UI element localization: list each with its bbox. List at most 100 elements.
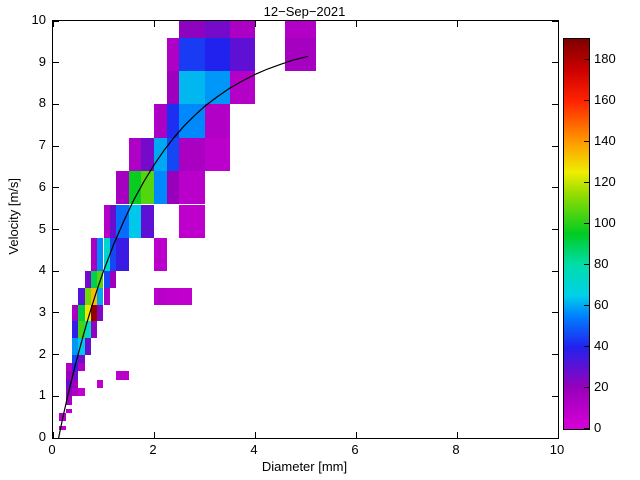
y-tick-mark [552, 21, 558, 22]
heatmap-cell [71, 379, 79, 388]
heatmap-cell [179, 37, 205, 72]
y-tick-mark [53, 145, 59, 147]
x-tick-mark [557, 21, 558, 27]
y-tick-label: 4 [38, 262, 46, 278]
y-tick-mark [53, 354, 59, 356]
heatmap-cell [154, 137, 167, 172]
colorbar-tick-label: 120 [594, 173, 616, 189]
heatmap-cell [204, 137, 230, 172]
heatmap-cell [65, 396, 72, 405]
y-tick-label: 2 [38, 345, 46, 361]
heatmap-cell [204, 21, 230, 38]
colorbar-tick-mark [584, 59, 589, 61]
heatmap-cell [90, 321, 98, 338]
x-tick-mark [53, 21, 54, 27]
x-tick-label: 6 [351, 442, 359, 457]
x-tick-mark [254, 432, 256, 438]
colorbar-tick-mark [584, 223, 589, 225]
y-tick-mark [552, 312, 558, 314]
heatmap-cell [71, 304, 79, 322]
y-tick-mark [53, 187, 59, 189]
x-tick-mark [153, 432, 155, 438]
y-tick-mark [53, 312, 59, 314]
heatmap-cell [109, 271, 117, 288]
heatmap-cell [116, 237, 129, 272]
y-tick-label: 5 [38, 220, 46, 236]
y-tick-mark [552, 229, 558, 230]
heatmap-cell [166, 137, 180, 172]
heatmap-cell [204, 71, 230, 105]
colorbar-tick-label: 80 [594, 255, 609, 271]
heatmap-cell [141, 204, 154, 238]
x-tick-mark [53, 432, 54, 438]
y-tick-label: 7 [38, 137, 46, 153]
colorbar-tick-mark [584, 264, 589, 266]
y-tick-label: 1 [38, 387, 46, 403]
colorbar-tick-label: 180 [594, 50, 616, 66]
y-tick-label: 8 [38, 95, 46, 111]
x-tick-label: 0 [48, 442, 56, 457]
heatmap-cell [78, 388, 85, 397]
heatmap-cell [116, 371, 129, 380]
heatmap-cell [116, 171, 129, 205]
x-tick-mark [557, 432, 558, 438]
heatmap-cell [128, 204, 142, 238]
x-tick-mark [456, 21, 458, 27]
heatmap-cell [59, 425, 66, 430]
heatmap-cell [65, 408, 72, 413]
heatmap-cell [285, 21, 316, 38]
heatmap-cell [179, 171, 205, 205]
heatmap-cell [166, 104, 180, 138]
heatmap-cell [179, 71, 205, 105]
y-tick-mark [53, 62, 59, 64]
y-tick-label: 9 [38, 53, 46, 69]
heatmap-cell [154, 237, 167, 272]
heatmap-cell [179, 21, 205, 38]
heatmap-cell [154, 104, 167, 138]
y-tick-mark [552, 145, 558, 147]
y-tick-label: 10 [31, 12, 46, 27]
heatmap-cell [166, 287, 180, 305]
heatmap-cell [154, 287, 167, 305]
x-tick-label: 10 [549, 442, 565, 457]
y-tick-label: 6 [38, 178, 46, 194]
heatmap-cell [166, 37, 180, 72]
colorbar-tick-label: 100 [594, 214, 616, 230]
heatmap-cell [166, 171, 180, 205]
x-tick-mark [355, 21, 357, 27]
colorbar-tick-mark [584, 305, 589, 307]
heatmap-cell [229, 21, 256, 38]
heatmap-cell [71, 337, 79, 355]
x-tick-mark [456, 432, 458, 438]
y-tick-mark [53, 270, 59, 272]
x-tick-mark [254, 21, 256, 27]
heatmap-cell [97, 379, 104, 388]
heatmap-cell [141, 137, 154, 172]
heatmap-cell [78, 354, 85, 363]
heatmap-cell [71, 354, 79, 363]
colorbar-tick-mark [584, 387, 589, 389]
heatmap-cell [97, 304, 104, 322]
y-tick-mark [552, 103, 558, 105]
y-tick-mark [552, 437, 558, 438]
x-tick-label: 8 [452, 442, 460, 457]
heatmap-cell [154, 171, 167, 205]
colorbar-tick-label: 60 [594, 296, 609, 312]
colorbar-tick-label: 40 [594, 337, 609, 353]
y-tick-label: 0 [38, 429, 46, 444]
y-tick-mark [53, 229, 59, 230]
heatmap-cell [78, 362, 85, 372]
heatmap-cell [128, 171, 142, 205]
heatmap-cell [84, 337, 91, 355]
heatmap-cell [179, 204, 205, 238]
heatmap-cell [179, 104, 205, 138]
heatmap-cell [128, 137, 142, 172]
heatmap-cell [71, 362, 79, 372]
heatmap-cell [116, 204, 129, 238]
x-tick-mark [355, 432, 357, 438]
chart-title: 12−Sep−2021 [263, 4, 346, 19]
y-tick-mark [552, 62, 558, 64]
colorbar-tick-mark [584, 141, 589, 143]
y-tick-mark [53, 103, 59, 105]
